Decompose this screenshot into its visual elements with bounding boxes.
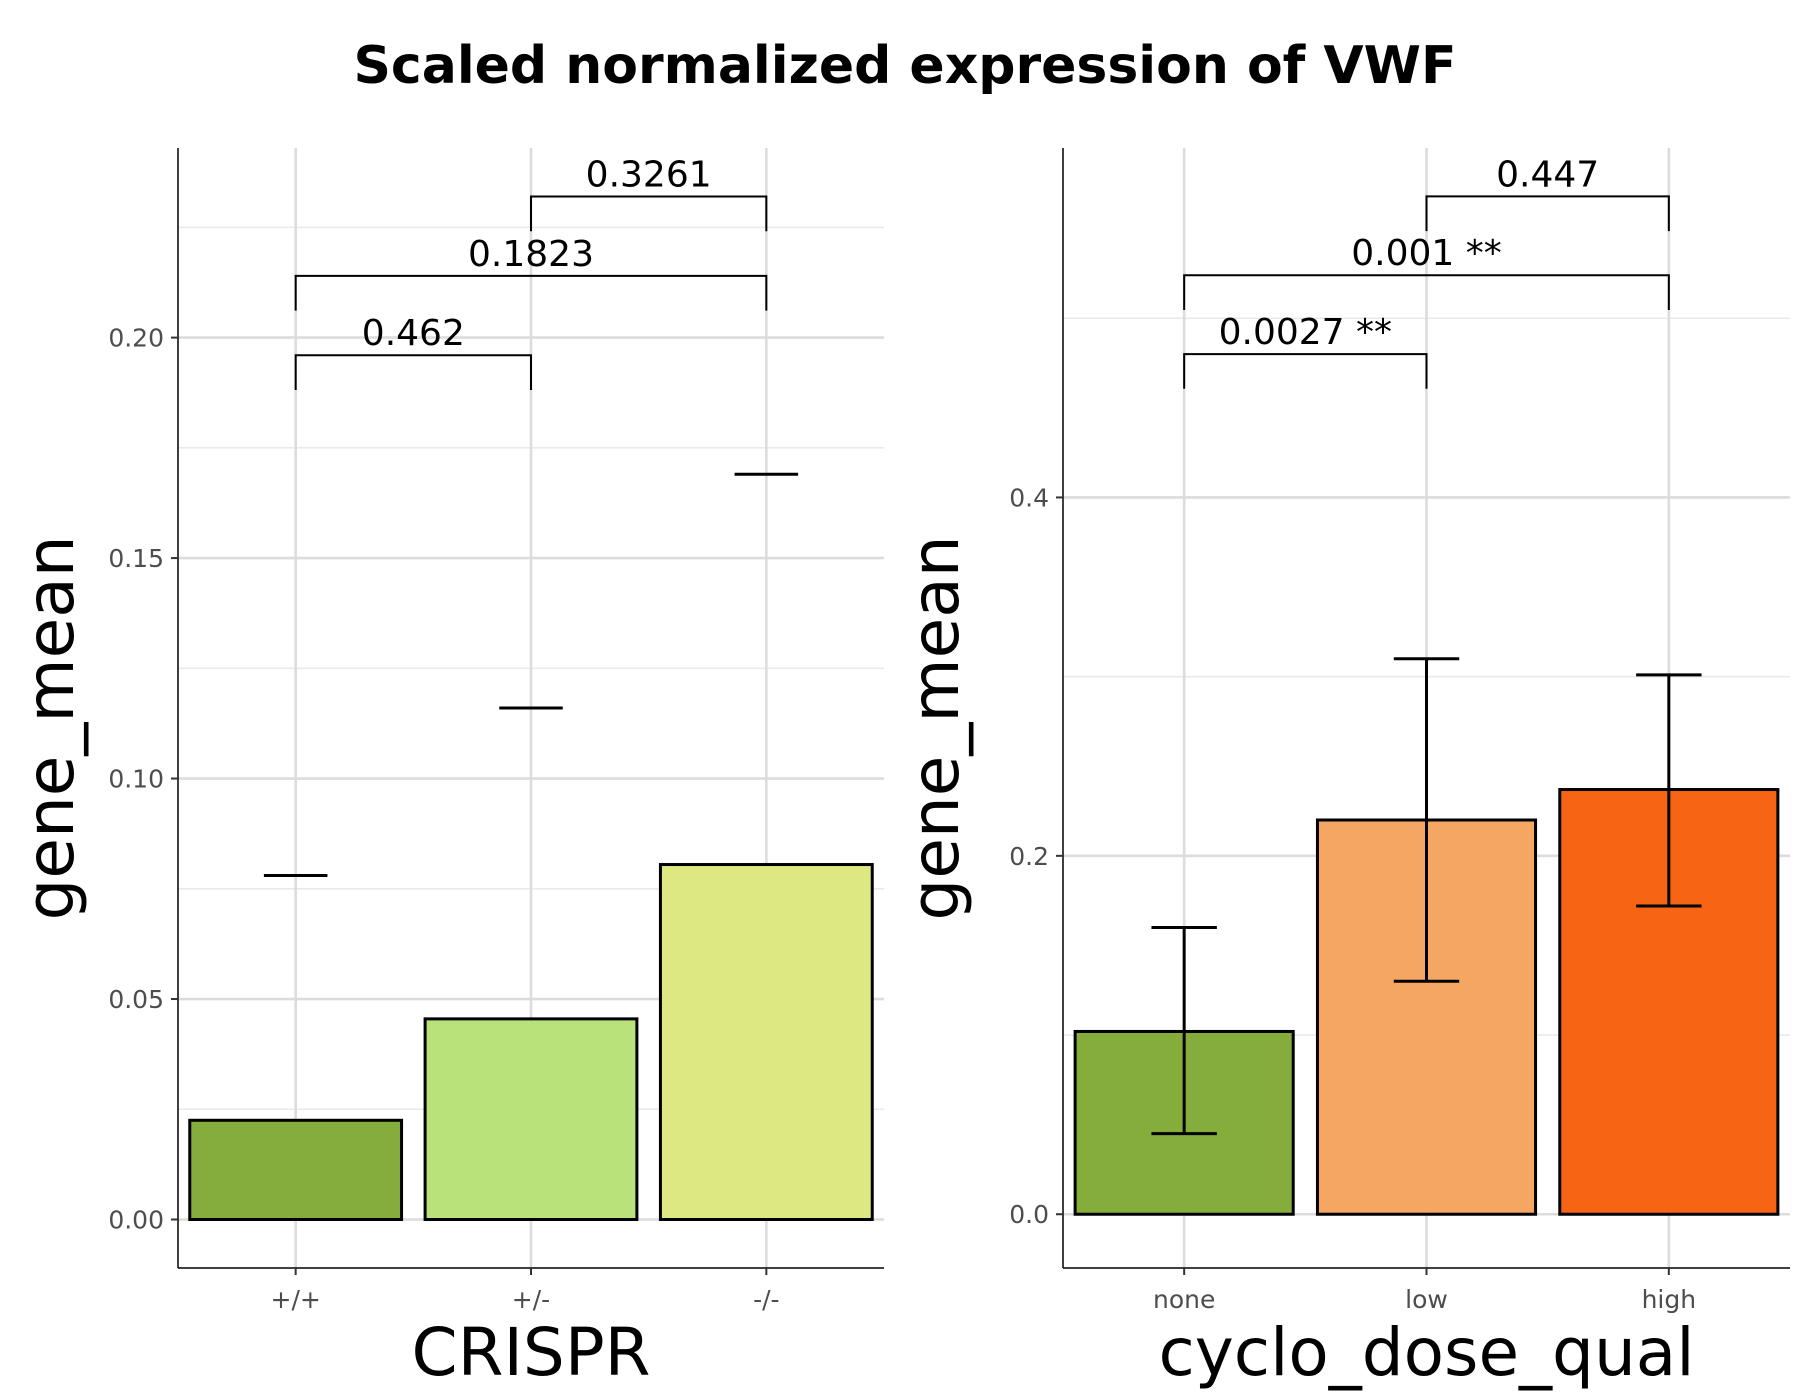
y-axis-title: gene_mean [12, 535, 89, 920]
bar- [188, 1118, 404, 1221]
significance-bracket: 0.001 ** [1183, 233, 1670, 310]
x-axis-title: cyclo_dose_qual [1158, 1314, 1694, 1391]
p-value-label: 0.447 [1496, 154, 1599, 195]
error-bar [1636, 673, 1702, 908]
significance-bracket: 0.0027 ** [1183, 312, 1428, 389]
bracket-line [1183, 353, 1428, 389]
x-tick-label: +/- [512, 1285, 550, 1314]
bar- [423, 1017, 639, 1221]
significance-bracket: 0.3261 [530, 155, 768, 232]
error-bar [1393, 657, 1460, 983]
p-value-label: 0.0027 ** [1219, 312, 1392, 353]
y-tick-label: 0.10 [108, 765, 164, 794]
bracket-line [294, 274, 768, 311]
bracket-line [1425, 195, 1670, 232]
y-tick-label: 0.4 [1009, 483, 1049, 512]
x-tick-label: -/- [753, 1285, 779, 1314]
error-bar [1151, 926, 1217, 1136]
significance-bracket: 0.447 [1425, 154, 1670, 232]
significance-bracket: 0.462 [294, 313, 532, 390]
figure-title: Scaled normalized expression of VWF [353, 36, 1456, 96]
panel-cyclo-dose: 0.0027 ** 0.001 ** 0.447 0.0 0.2 0.4 none low hi… [897, 148, 1790, 1391]
y-tick-label: 0.2 [1009, 842, 1049, 871]
p-value-label: 0.001 ** [1351, 233, 1502, 274]
y-tick-label: 0.00 [108, 1205, 164, 1234]
y-tick-label: 0.05 [108, 985, 164, 1014]
p-value-label: 0.462 [362, 313, 465, 354]
p-value-label: 0.1823 [468, 234, 594, 275]
y-tick-label: 0.20 [108, 324, 164, 353]
x-tick-label: none [1153, 1285, 1215, 1314]
x-tick-label: high [1642, 1285, 1697, 1314]
x-tick-label: low [1405, 1285, 1448, 1314]
y-tick-label: 0.0 [1009, 1200, 1049, 1229]
bracket-line [1183, 274, 1670, 310]
bracket-line [294, 354, 532, 390]
y-tick-label: 0.15 [108, 544, 164, 573]
p-value-label: 0.3261 [586, 155, 712, 196]
significance-bracket: 0.1823 [294, 234, 768, 311]
x-tick-label: +/+ [271, 1285, 321, 1314]
x-axis-title: CRISPR [412, 1314, 651, 1391]
y-axis-title: gene_mean [897, 535, 974, 920]
bar- [658, 863, 874, 1221]
bracket-line [530, 195, 768, 232]
